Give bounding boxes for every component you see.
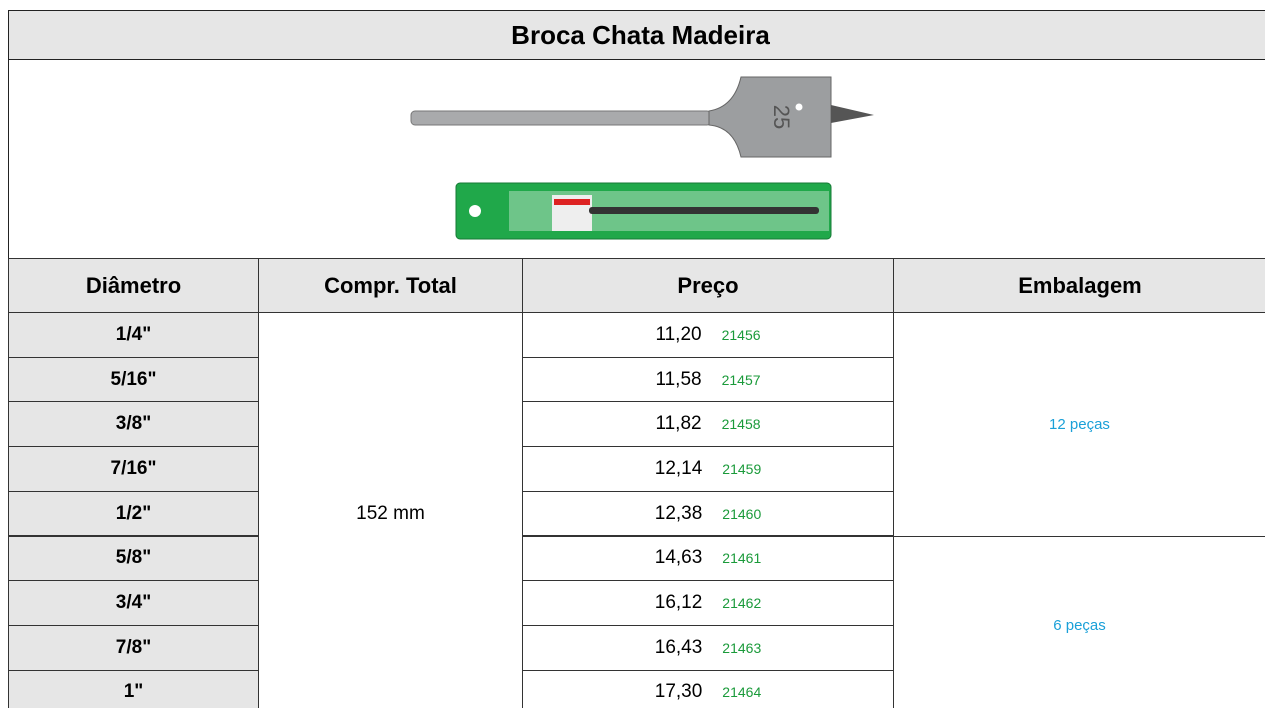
price: 14,63 [654,547,703,569]
column-header: Embalagem [893,258,1265,313]
product-code: 21456 [721,326,761,343]
header-text: Embalagem [1018,272,1142,298]
header-text: Preço [677,272,739,298]
product-code: 21457 [721,371,761,388]
diameter-cell: 3/8" [8,401,259,448]
packaging: 6 peças [1053,616,1106,634]
diameter: 5/16" [110,368,157,390]
packaging-cell: 12 peças [893,312,1265,537]
price: 12,38 [654,502,703,524]
product-code: 21458 [721,416,761,433]
price-cell: 14,63 21461 [522,535,894,582]
diameter-cell: 3/4" [8,580,259,626]
bit-marking: 25 [769,105,794,129]
price-cell: 12,38 21460 [522,490,894,537]
title: Broca Chata Madeira [8,10,1265,60]
column-header: Preço [522,258,894,313]
diameter: 1/2" [115,502,152,524]
diameter-cell: 1" [8,669,259,708]
diameter-cell: 7/16" [8,446,259,492]
diameter-cell: 7/8" [8,624,259,671]
diameter: 3/4" [115,592,152,614]
diameter: 3/8" [115,413,152,435]
diameter: 7/8" [115,636,152,658]
price-cell: 11,20 21456 [522,312,894,358]
length: 152 mm [356,502,425,524]
price: 17,30 [654,681,703,703]
price: 11,20 [655,323,702,345]
price-cell: 17,30 21464 [522,669,894,708]
product-code: 21463 [722,639,762,656]
diameter-cell: 5/16" [8,356,259,403]
column-header: Compr. Total [258,258,523,313]
diameter-cell: 5/8" [8,535,259,582]
price-cell: 11,58 21457 [522,356,894,403]
price: 16,12 [654,592,703,614]
price: 12,14 [654,457,703,479]
price-cell: 16,43 21463 [522,624,894,671]
price-cell: 16,12 21462 [522,580,894,626]
price: 11,58 [655,368,702,390]
product-code: 21460 [722,505,762,522]
diameter-cell: 1/4" [8,312,259,358]
diameter: 7/16" [110,457,157,479]
length-cell: 152 mm [258,312,523,708]
diameter-cell: 1/2" [8,490,259,537]
diameter: 1/4" [115,323,152,345]
product-code: 21462 [722,595,762,612]
header-text: Diâmetro [85,272,182,298]
header-text: Compr. Total [324,272,457,298]
diameter: 5/8" [115,547,152,569]
price: 16,43 [654,636,703,658]
product-code: 21461 [722,550,762,567]
product-image: 25 [8,59,874,259]
packaging-cell: 6 peças [893,535,1265,708]
diameter: 1" [123,681,144,703]
product-code: 21464 [722,684,762,701]
price-cell: 12,14 21459 [522,446,894,492]
column-header: Diâmetro [8,258,259,313]
product-code: 21459 [722,460,762,477]
packaging: 12 peças [1049,415,1110,433]
price-cell: 11,82 21458 [522,401,894,448]
price: 11,82 [655,413,702,435]
